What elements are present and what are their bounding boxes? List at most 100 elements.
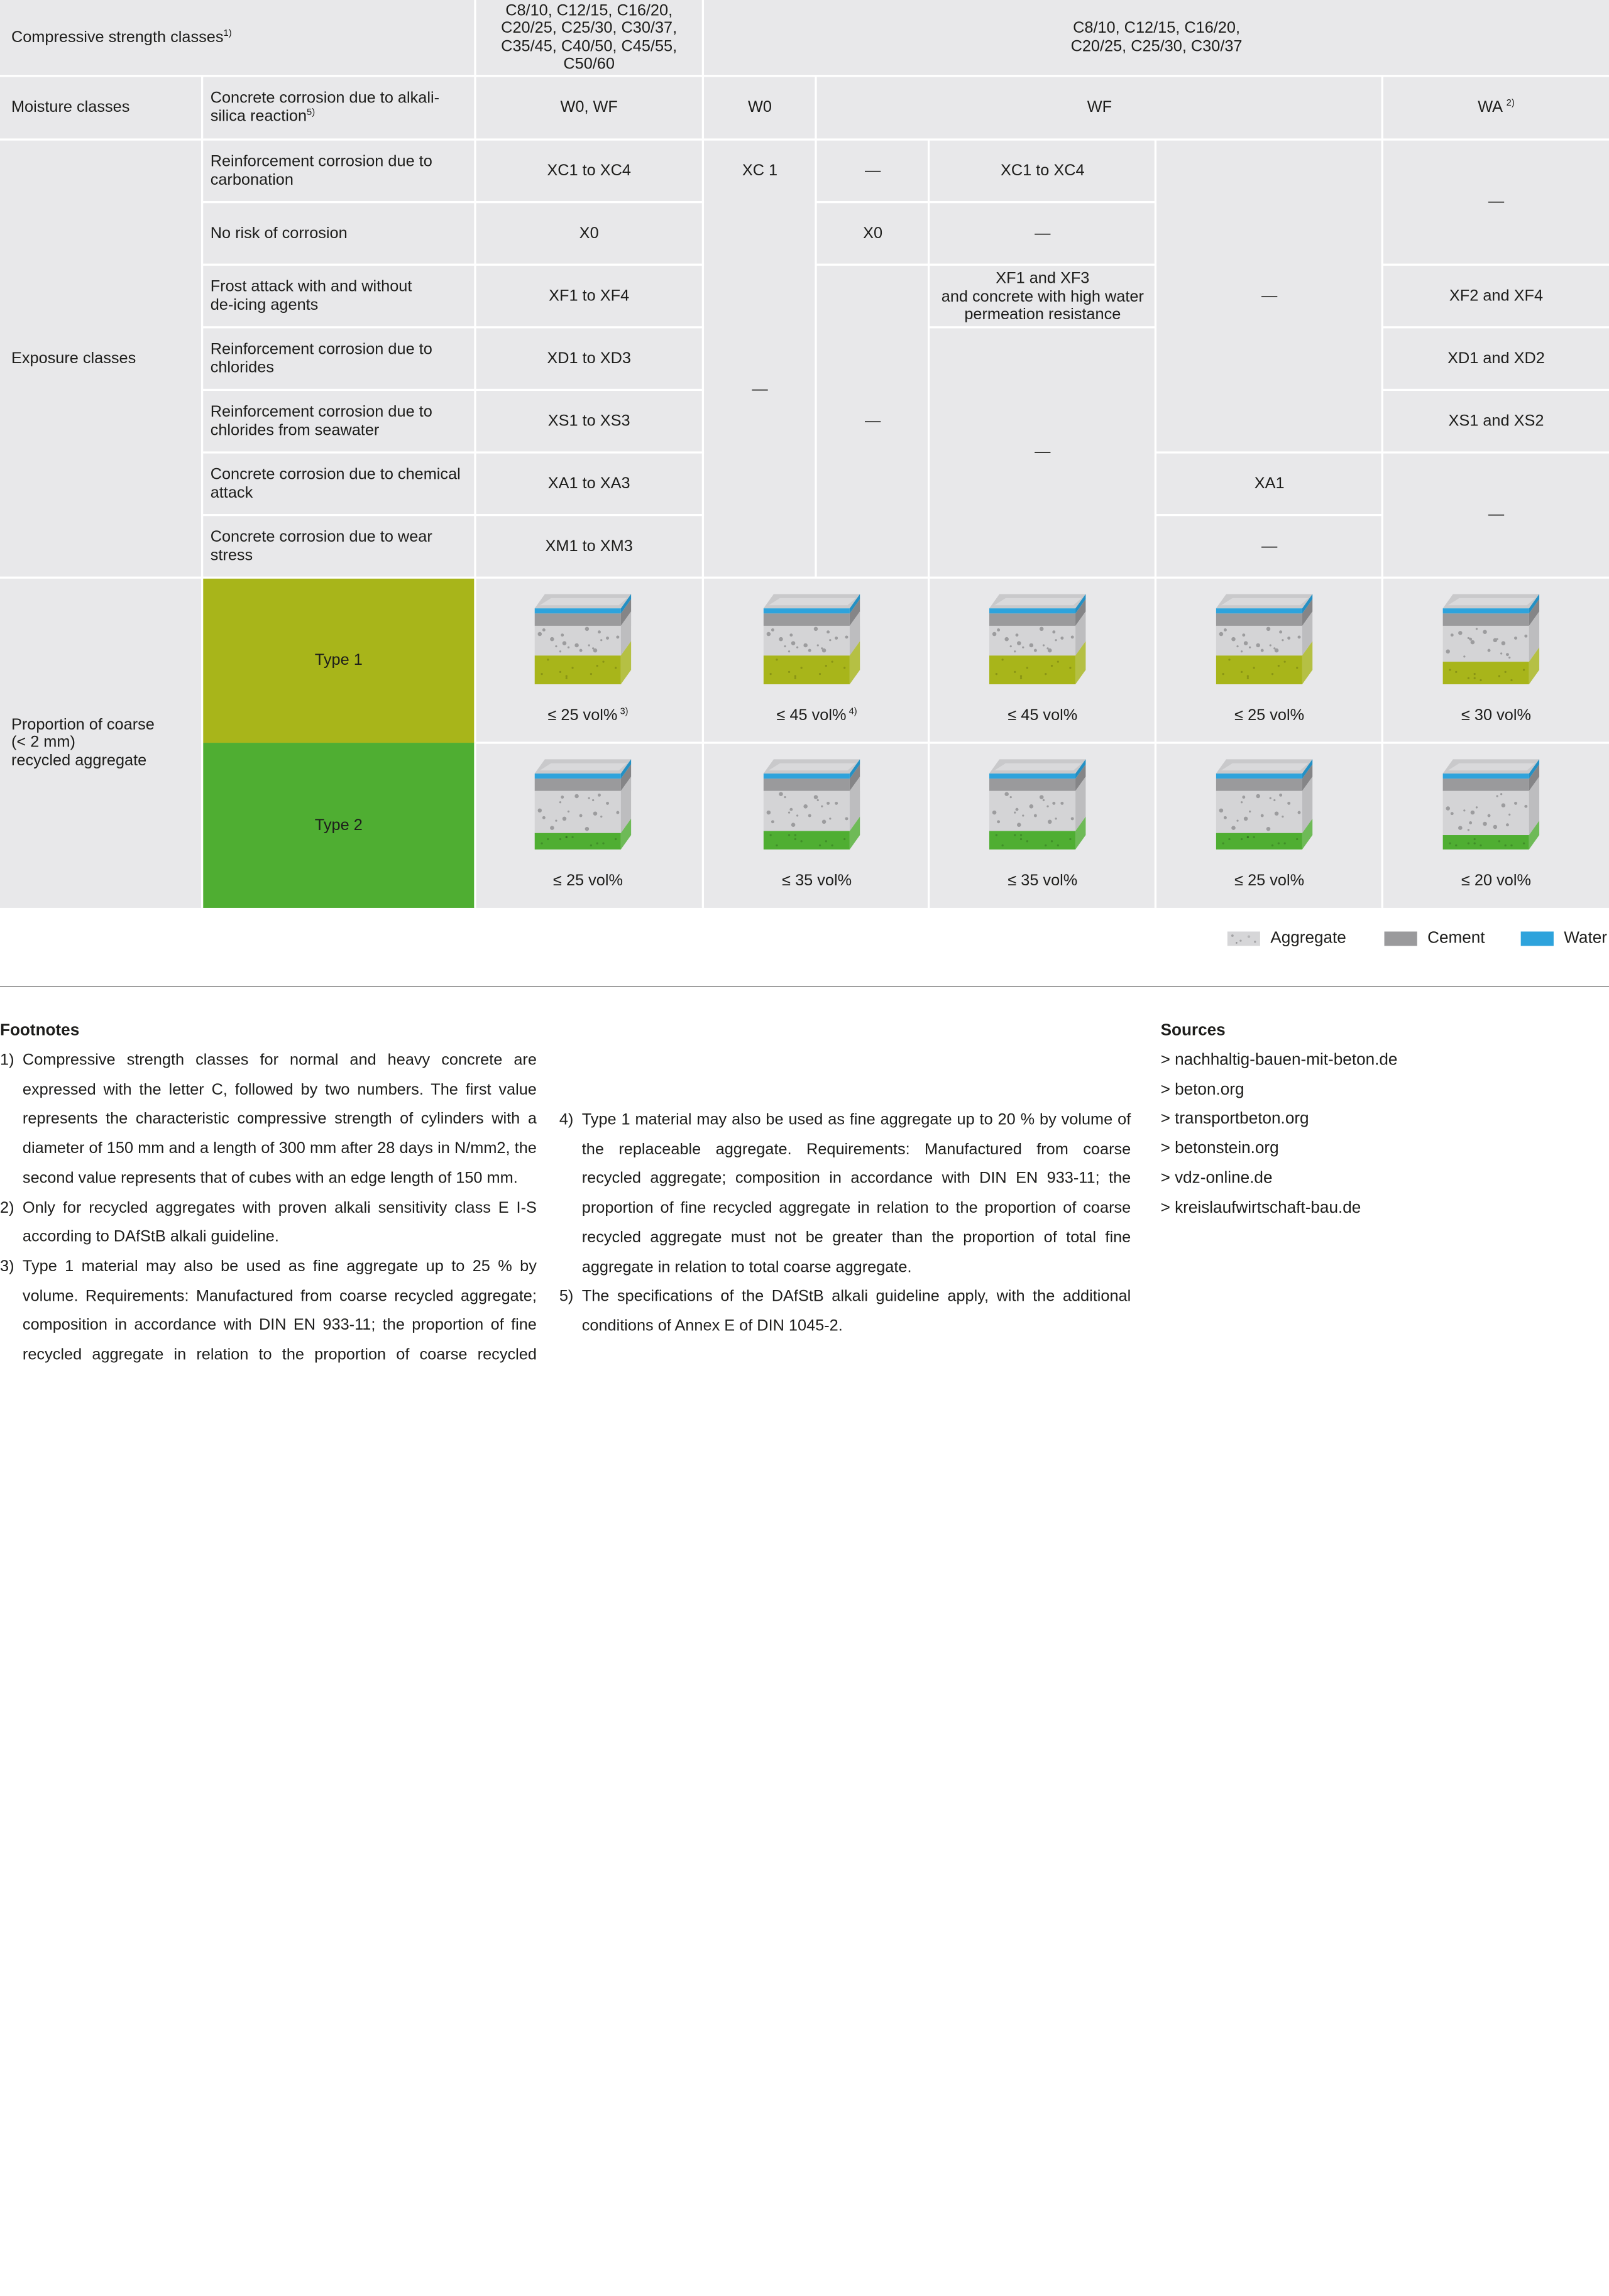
legend-cement-label: Cement <box>1427 929 1485 947</box>
aggregate-swatch-icon <box>1227 931 1260 946</box>
source-item: > nachhaltig-bauen-mit-beton.de <box>1160 1051 1398 1069</box>
legend-water: Water <box>1520 929 1607 948</box>
wa-xs1-xs2: XS1 and XS2 <box>1448 412 1544 430</box>
exposure-classes-header: Exposure classes <box>11 349 136 368</box>
source-item: > vdz-online.de <box>1160 1169 1273 1187</box>
moisture-w0-wf: W0, WF <box>560 98 618 116</box>
aggregate-proportion-value: ≤ 25 vol% <box>553 872 623 890</box>
aggregate-proportion-value: ≤ 35 vol% <box>1008 872 1078 890</box>
exposure-label: Frost attack with and without de-icing a… <box>210 278 412 314</box>
source-item: > betonstein.org <box>1160 1140 1279 1157</box>
wa-xf2-xf4: XF2 and XF4 <box>1449 287 1544 305</box>
water-swatch-icon <box>1520 931 1554 946</box>
compressive-strength-header: Compressive strength classes1) <box>11 27 232 46</box>
concrete-cube-icon <box>534 759 642 858</box>
aggregate-proportion-value: ≤ 45 vol% <box>1008 706 1078 724</box>
wf-a-dash: — <box>864 161 881 180</box>
aggregate-cube-cell: ≤ 25 vol% 3) <box>475 594 701 725</box>
moisture-wf: WF <box>1087 98 1112 116</box>
exposure-value: XA1 to XA3 <box>547 474 630 493</box>
footnote: 5) The specifications of the DAfStB alkal… <box>559 1287 1131 1335</box>
wa-xd1-xd2: XD1 and XD2 <box>1447 349 1545 368</box>
exposure-label: No risk of corrosion <box>210 224 348 242</box>
wf-b-dash: — <box>1035 224 1051 242</box>
aggregate-proportion-value: ≤ 25 vol% <box>1234 872 1305 890</box>
aggregate-cube-cell: ≤ 25 vol% <box>1156 594 1382 725</box>
aggregate-proportion-value: ≤ 30 vol% <box>1461 706 1531 724</box>
source-item: > kreislaufwirtschaft-bau.de <box>1160 1198 1361 1216</box>
type-2-cell: Type 2 <box>202 743 475 908</box>
concrete-cube-icon <box>1442 759 1550 858</box>
strength-classes-col2: C8/10, C12/15, C16/20, C20/25, C25/30, C… <box>1070 19 1243 55</box>
sources-list: > nachhaltig-bauen-mit-beton.de > beton.… <box>1161 1046 1398 1223</box>
wa-dash-top: — <box>1488 193 1505 211</box>
aggregate-proportion-value: ≤ 35 vol% <box>782 872 852 890</box>
aggregate-cube-cell: ≤ 20 vol% <box>1383 759 1609 890</box>
legend-aggregate: Aggregate <box>1227 929 1346 948</box>
wa-dash-bottom: — <box>1488 506 1505 524</box>
aggregate-proportion-value: ≤ 45 vol% 4) <box>776 706 857 724</box>
exposure-value: XC1 to XC4 <box>547 161 631 180</box>
legend-cement: Cement <box>1384 929 1485 948</box>
aggregate-proportion-value: ≤ 20 vol% <box>1461 872 1531 890</box>
concrete-cube-icon <box>763 759 870 858</box>
wf-b-xf1-xf3: XF1 and XF3 and concrete with high water… <box>941 270 1144 324</box>
exposure-label: Reinforcement corrosion due to carbonati… <box>210 153 432 189</box>
footnotes-column-1: 1) Compressive strength classes for norma… <box>0 1046 537 1372</box>
moisture-classes-header: Moisture classes <box>11 98 130 116</box>
concrete-cube-icon <box>1216 759 1323 858</box>
exposure-label: Reinforcement corrosion due to chlorides… <box>210 403 432 439</box>
wf-c-dash-wear: — <box>1261 537 1278 555</box>
exposure-label: Concrete corrosion due to wear stress <box>210 528 432 564</box>
concrete-cube-icon <box>1216 594 1323 692</box>
exposure-label: Reinforcement corrosion due to chlorides <box>210 341 432 376</box>
concrete-cube-icon <box>1442 594 1550 692</box>
w0-dash: — <box>752 381 768 398</box>
alkali-silica-label: Concrete corrosion due to alkali- silica… <box>210 89 440 125</box>
source-item: > beton.org <box>1160 1081 1244 1099</box>
type-1-label: Type 1 <box>314 651 363 669</box>
concrete-cube-icon <box>989 594 1096 692</box>
footnote: 4) Type 1 material may also be used as fi… <box>559 1111 1131 1276</box>
wf-c-xa1: XA1 <box>1254 474 1285 493</box>
concrete-cube-icon <box>534 594 642 692</box>
section-divider <box>0 986 1609 987</box>
aggregate-cube-cell: ≤ 35 vol% <box>930 759 1155 890</box>
footnotes-column-2: 4) Type 1 material may also be used as fi… <box>559 1106 1131 1342</box>
footnotes-title: Footnotes <box>0 1022 80 1039</box>
wf-c-dash: — <box>1261 287 1278 305</box>
type-2-label: Type 2 <box>314 816 363 834</box>
exposure-value: XF1 to XF4 <box>549 287 630 305</box>
legend-water-label: Water <box>1564 929 1607 947</box>
aggregate-cube-cell: ≤ 30 vol% <box>1383 594 1609 725</box>
concrete-cube-icon <box>989 759 1096 858</box>
aggregate-cube-cell: ≤ 45 vol% <box>930 594 1155 725</box>
aggregate-proportion-value: ≤ 25 vol% <box>1234 706 1305 724</box>
aggregate-cube-cell: ≤ 25 vol% <box>1156 759 1382 890</box>
aggregate-cube-cell: ≤ 35 vol% <box>704 759 930 890</box>
exposure-value: XS1 to XS3 <box>547 412 630 430</box>
footnote: 1) Compressive strength classes for norma… <box>0 1051 537 1187</box>
exposure-value: X0 <box>579 224 599 242</box>
legend-aggregate-label: Aggregate <box>1270 929 1346 947</box>
exposure-value: XD1 to XD3 <box>547 349 631 368</box>
strength-classes-col1: C8/10, C12/15, C16/20, C20/25, C25/30, C… <box>501 1 678 73</box>
wf-b-xc1-xc4: XC1 to XC4 <box>1000 161 1085 180</box>
aggregate-cube-cell: ≤ 25 vol% <box>475 759 701 890</box>
wf-a-x0: X0 <box>863 224 883 242</box>
wf-b-dash-lower: — <box>1035 443 1051 461</box>
exposure-value: XM1 to XM3 <box>545 537 633 555</box>
footnote-ref: 4) <box>846 706 857 716</box>
w0-xc1: XC 1 <box>742 161 778 180</box>
cement-swatch-icon <box>1384 931 1417 946</box>
footnote: 2) Only for recycled aggregates with prov… <box>0 1198 537 1246</box>
wf-a-dash-lower: — <box>864 412 881 430</box>
proportion-header: Proportion of coarse (< 2 mm) recycled a… <box>11 716 155 770</box>
concrete-cube-icon <box>763 594 870 692</box>
aggregate-cube-cell: ≤ 45 vol% 4) <box>704 594 930 725</box>
source-item: > transportbeton.org <box>1160 1110 1309 1129</box>
footnote-ref: 3) <box>617 706 629 716</box>
moisture-w0: W0 <box>748 98 772 116</box>
classification-table: Type 1 Type 2 Compressive strength <box>0 0 1609 908</box>
sources-title: Sources <box>1160 1022 1226 1039</box>
